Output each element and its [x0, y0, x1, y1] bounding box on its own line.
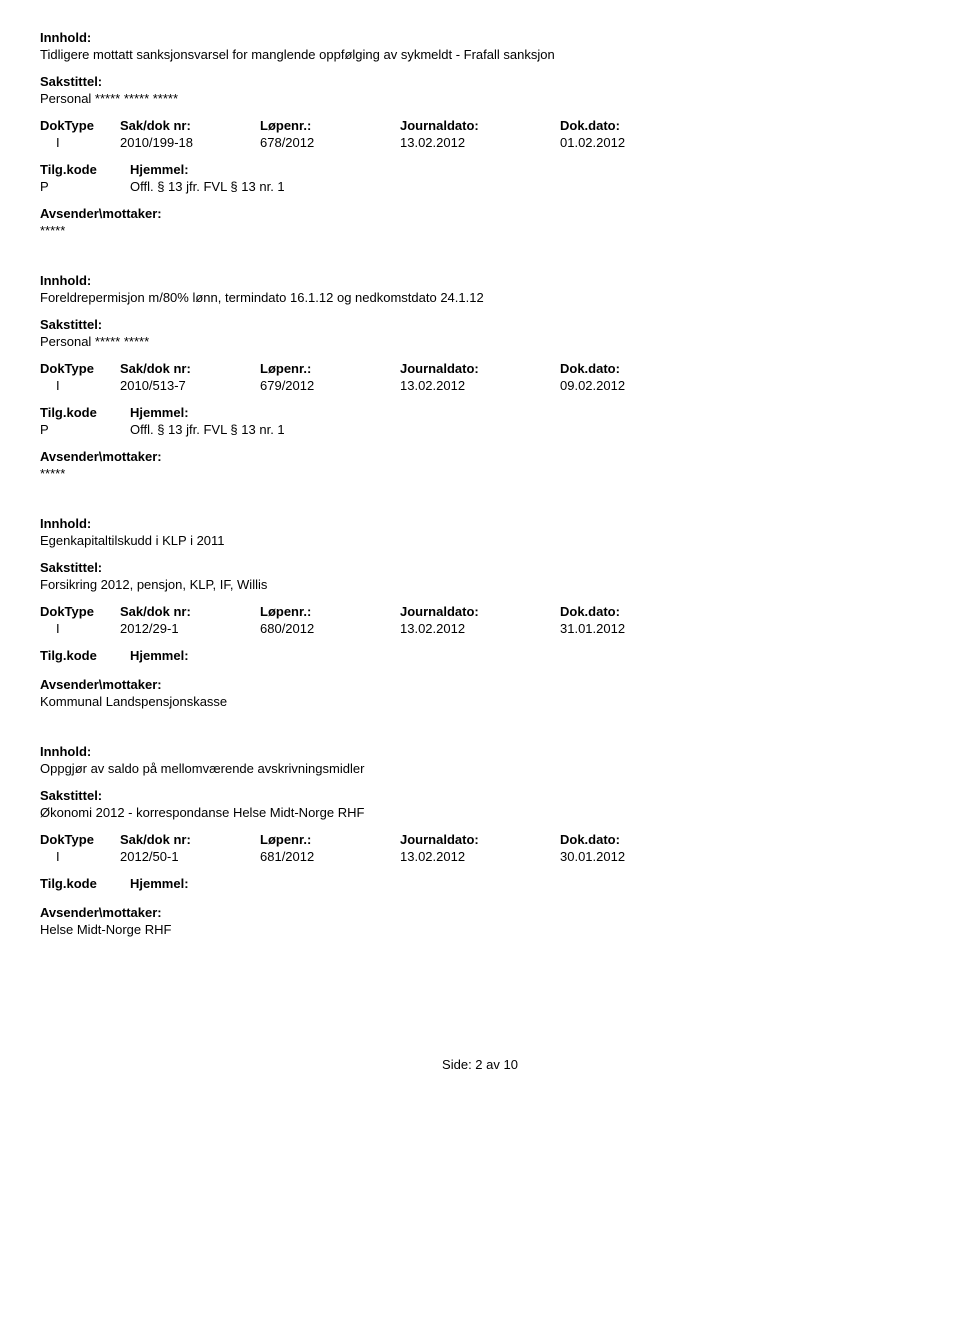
sakdoknr-value: 2010/199-18 [120, 135, 260, 150]
lopenr-header: Løpenr.: [260, 361, 400, 376]
sakdoknr-header: Sak/dok nr: [120, 118, 260, 133]
innhold-label: Innhold: [40, 744, 920, 759]
lopenr-value: 681/2012 [260, 849, 400, 864]
dokdato-value: 31.01.2012 [560, 621, 700, 636]
innhold-value: Foreldrepermisjon m/80% lønn, termindato… [40, 290, 920, 305]
hjemmel-header: Hjemmel: [130, 162, 920, 177]
tilgkode-value: P [40, 179, 130, 194]
avsender-label: Avsender\mottaker: [40, 206, 920, 221]
lopenr-value: 679/2012 [260, 378, 400, 393]
doktype-header: DokType [40, 361, 120, 376]
avsender-value: Kommunal Landspensjonskasse [40, 694, 920, 709]
sakstittel-label: Sakstittel: [40, 74, 920, 89]
dokdato-header: Dok.dato: [560, 832, 700, 847]
doktype-value: I [40, 135, 120, 150]
lopenr-header: Løpenr.: [260, 118, 400, 133]
innhold-value: Egenkapitaltilskudd i KLP i 2011 [40, 533, 920, 548]
innhold-label: Innhold: [40, 273, 920, 288]
dokdato-header: Dok.dato: [560, 604, 700, 619]
sakstittel-label: Sakstittel: [40, 317, 920, 332]
hjemmel-header: Hjemmel: [130, 876, 920, 891]
sakstittel-label: Sakstittel: [40, 560, 920, 575]
journaldato-header: Journaldato: [400, 118, 560, 133]
lopenr-value: 680/2012 [260, 621, 400, 636]
tilgkode-header: Tilg.kode [40, 648, 130, 663]
sakstittel-value: Forsikring 2012, pensjon, KLP, IF, Willi… [40, 577, 920, 592]
dokdato-header: Dok.dato: [560, 361, 700, 376]
sakstittel-value: Personal ***** ***** [40, 334, 920, 349]
doktype-header: DokType [40, 832, 120, 847]
journaldato-value: 13.02.2012 [400, 378, 560, 393]
doktype-value: I [40, 849, 120, 864]
dokdato-header: Dok.dato: [560, 118, 700, 133]
sakdoknr-value: 2012/29-1 [120, 621, 260, 636]
page-footer: Side: 2 av 10 [40, 1057, 920, 1072]
lopenr-header: Løpenr.: [260, 832, 400, 847]
hjemmel-value: Offl. § 13 jfr. FVL § 13 nr. 1 [130, 422, 920, 437]
sakdoknr-header: Sak/dok nr: [120, 832, 260, 847]
avsender-label: Avsender\mottaker: [40, 905, 920, 920]
tilgkode-header: Tilg.kode [40, 876, 130, 891]
sakstittel-value: Økonomi 2012 - korrespondanse Helse Midt… [40, 805, 920, 820]
sakdoknr-value: 2010/513-7 [120, 378, 260, 393]
doktype-header: DokType [40, 604, 120, 619]
innhold-label: Innhold: [40, 30, 920, 45]
innhold-value: Oppgjør av saldo på mellomværende avskri… [40, 761, 920, 776]
journal-record: Innhold: Foreldrepermisjon m/80% lønn, t… [40, 273, 920, 481]
journaldato-header: Journaldato: [400, 361, 560, 376]
lopenr-header: Løpenr.: [260, 604, 400, 619]
tilgkode-header: Tilg.kode [40, 162, 130, 177]
avsender-value: ***** [40, 223, 920, 238]
innhold-label: Innhold: [40, 516, 920, 531]
sakstittel-label: Sakstittel: [40, 788, 920, 803]
journal-record: Innhold: Oppgjør av saldo på mellomværen… [40, 744, 920, 937]
journaldato-value: 13.02.2012 [400, 849, 560, 864]
hjemmel-header: Hjemmel: [130, 405, 920, 420]
journaldato-value: 13.02.2012 [400, 135, 560, 150]
avsender-value: Helse Midt-Norge RHF [40, 922, 920, 937]
doktype-header: DokType [40, 118, 120, 133]
avsender-label: Avsender\mottaker: [40, 449, 920, 464]
journal-record: Innhold: Egenkapitaltilskudd i KLP i 201… [40, 516, 920, 709]
journaldato-header: Journaldato: [400, 832, 560, 847]
lopenr-value: 678/2012 [260, 135, 400, 150]
journaldato-header: Journaldato: [400, 604, 560, 619]
hjemmel-value: Offl. § 13 jfr. FVL § 13 nr. 1 [130, 179, 920, 194]
dokdato-value: 01.02.2012 [560, 135, 700, 150]
journaldato-value: 13.02.2012 [400, 621, 560, 636]
sakstittel-value: Personal ***** ***** ***** [40, 91, 920, 106]
tilgkode-header: Tilg.kode [40, 405, 130, 420]
sakdoknr-header: Sak/dok nr: [120, 604, 260, 619]
journal-record: Innhold: Tidligere mottatt sanksjonsvars… [40, 30, 920, 238]
doktype-value: I [40, 378, 120, 393]
dokdato-value: 30.01.2012 [560, 849, 700, 864]
innhold-value: Tidligere mottatt sanksjonsvarsel for ma… [40, 47, 920, 62]
dokdato-value: 09.02.2012 [560, 378, 700, 393]
hjemmel-header: Hjemmel: [130, 648, 920, 663]
sakdoknr-value: 2012/50-1 [120, 849, 260, 864]
avsender-label: Avsender\mottaker: [40, 677, 920, 692]
tilgkode-value: P [40, 422, 130, 437]
doktype-value: I [40, 621, 120, 636]
sakdoknr-header: Sak/dok nr: [120, 361, 260, 376]
avsender-value: ***** [40, 466, 920, 481]
